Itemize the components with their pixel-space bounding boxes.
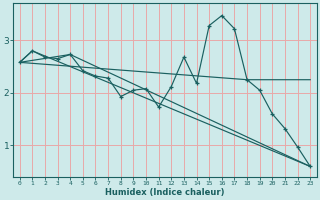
X-axis label: Humidex (Indice chaleur): Humidex (Indice chaleur) bbox=[105, 188, 225, 197]
